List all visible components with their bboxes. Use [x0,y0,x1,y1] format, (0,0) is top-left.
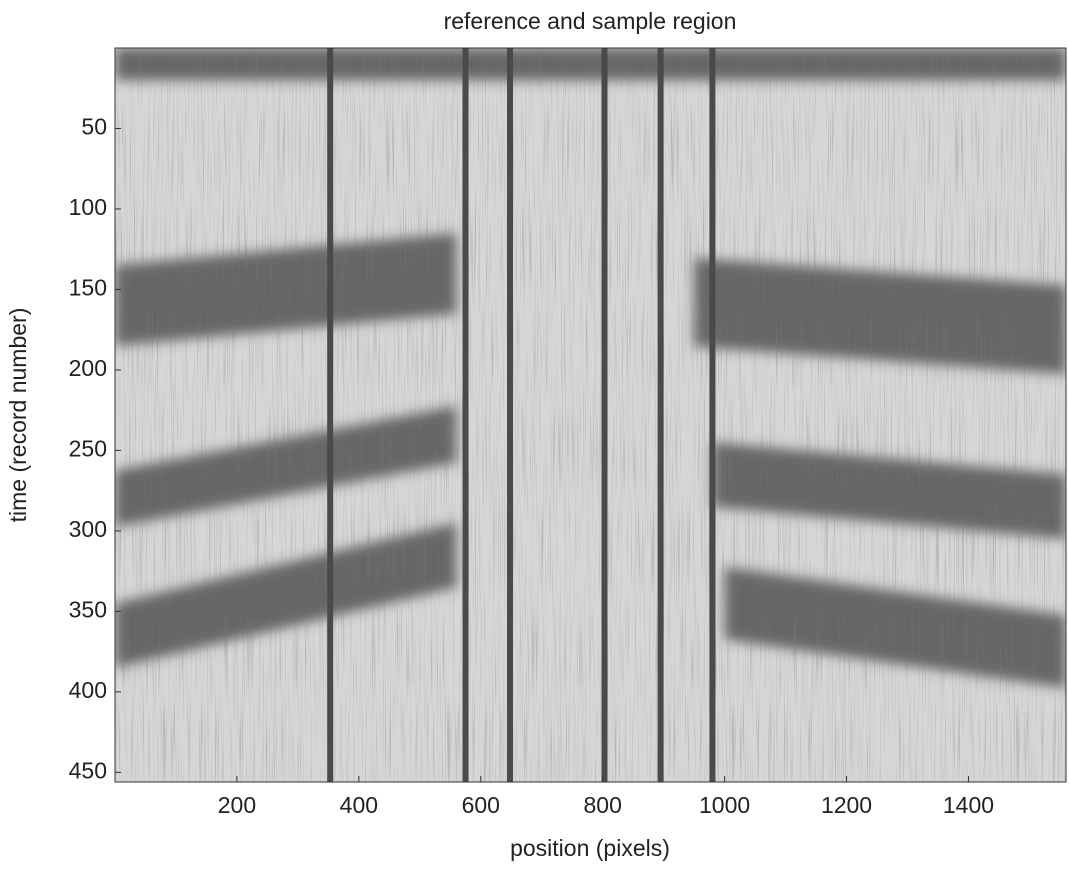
x-axis-label: position (pixels) [510,835,670,861]
y-tick-label: 150 [69,275,107,301]
x-tick-label: 800 [584,792,622,818]
y-tick-label: 450 [69,757,107,783]
y-tick-label: 250 [69,435,107,461]
x-tick-label: 400 [340,792,378,818]
y-tick-label: 400 [69,677,107,703]
plot-frame [114,47,1067,783]
x-tick-label: 200 [218,792,256,818]
y-tick-label: 350 [69,596,107,622]
plot-area [115,48,1066,782]
x-tick-label: 1200 [821,792,872,818]
y-tick-label: 100 [69,194,107,220]
y-tick-label: 200 [69,355,107,381]
texture [115,48,1066,782]
y-tick-label: 50 [81,114,107,140]
x-tick-label: 600 [462,792,500,818]
x-tick-label: 1000 [699,792,750,818]
y-axis-label: time (record number) [5,308,31,523]
x-tick-label: 1400 [943,792,994,818]
y-tick-label: 300 [69,516,107,542]
chart-title: reference and sample region [444,8,737,34]
